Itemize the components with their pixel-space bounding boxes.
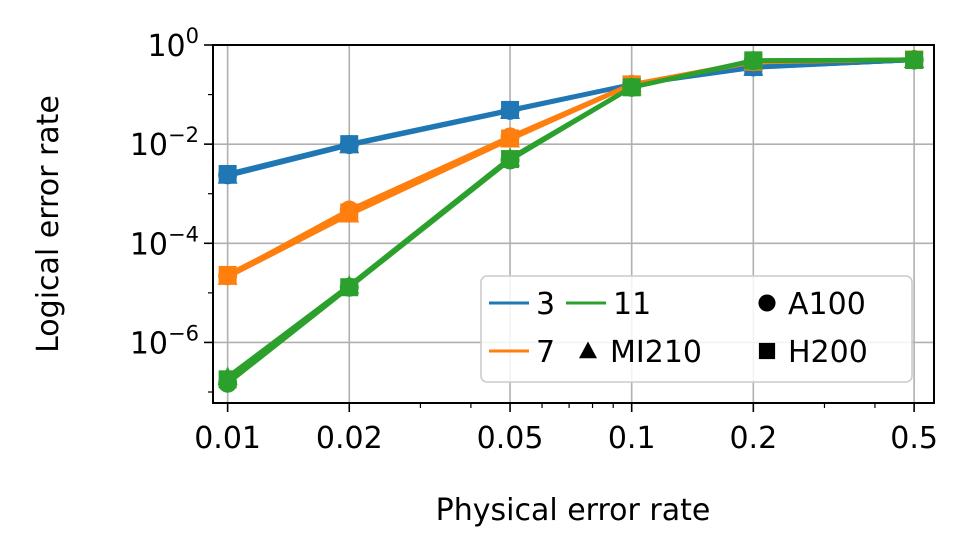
legend-marker-A100: [758, 294, 776, 312]
x-tick-label: 0.01: [194, 421, 261, 456]
data-point-7-H200: [218, 265, 237, 284]
x-tick-label: 0.1: [608, 421, 656, 456]
y-tick-exponent: 0: [186, 24, 199, 48]
legend-label-11: 11: [613, 287, 651, 322]
legend-marker-MI210: [579, 341, 597, 359]
y-tick-label: 10−6: [130, 321, 199, 361]
data-point-7-H200: [501, 129, 520, 148]
data-point-11-H200: [905, 50, 924, 69]
series-line-11-H200: [226, 57, 915, 382]
y-axis-label: Logical error rate: [31, 95, 66, 353]
y-tick-base: 10: [130, 227, 168, 262]
legend-label-H200: H200: [788, 335, 868, 370]
legend-label-A100: A100: [788, 287, 866, 322]
y-tick-base: 10: [130, 128, 168, 163]
x-tick-label: 0.05: [477, 421, 544, 456]
y-tick-base: 10: [147, 29, 185, 64]
series-line-3-H200: [227, 57, 915, 177]
data-point-3-H200: [340, 135, 359, 154]
data-point-11-H200: [744, 51, 763, 70]
y-tick-label: 100: [147, 24, 199, 64]
data-point-3-H200: [218, 164, 237, 183]
data-point-11-H200: [340, 278, 359, 297]
y-tick-base: 10: [130, 326, 168, 361]
plot-frame: [212, 44, 935, 404]
series-layer: [217, 48, 925, 393]
data-point-11-H200: [501, 150, 520, 169]
data-point-7-H200: [340, 203, 359, 222]
legend: 3 11 A100 7 MI210 H200: [480, 275, 913, 383]
x-tick-label: 0.2: [729, 421, 777, 456]
y-tick-exponent: −4: [168, 222, 199, 246]
legend-label-3: 3: [536, 287, 555, 322]
legend-label-MI210: MI210: [610, 335, 702, 370]
x-tick-label: 0.5: [890, 421, 938, 456]
y-tick-exponent: −6: [168, 321, 199, 345]
series-11: [217, 49, 925, 393]
data-point-11-H200: [622, 78, 641, 97]
legend-marker-H200: [758, 342, 776, 360]
x-tick-label: 0.02: [316, 421, 383, 456]
data-point-3-H200: [501, 100, 520, 119]
legend-label-7: 7: [536, 335, 555, 370]
x-axis: 0.01 0.02 0.05 0.1 0.2 0.5: [194, 403, 938, 456]
data-point-11-H200: [218, 370, 237, 389]
y-tick-label: 10−2: [130, 123, 199, 163]
y-tick-label: 10−4: [130, 222, 199, 262]
x-axis-label: Physical error rate: [436, 493, 711, 528]
y-tick-exponent: −2: [168, 123, 199, 147]
